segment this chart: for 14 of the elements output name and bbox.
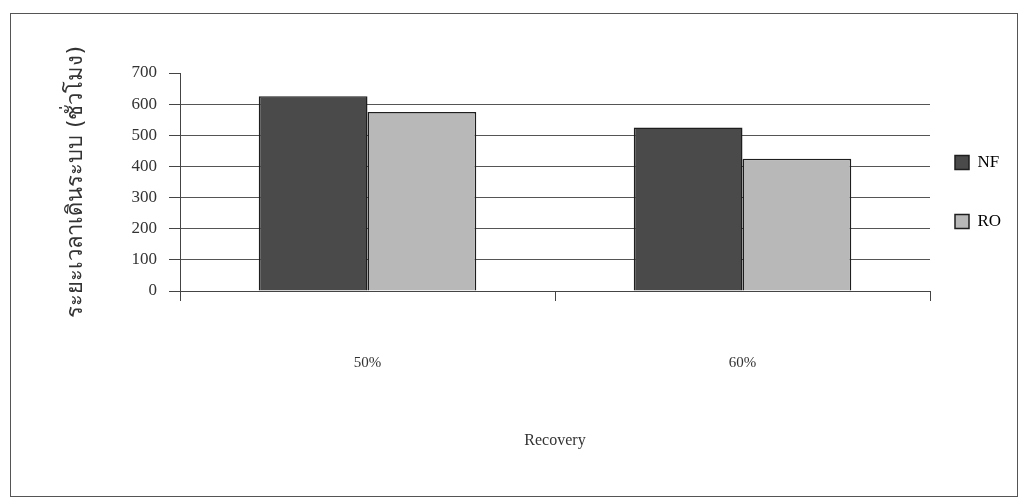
- legend-label: RO: [977, 210, 1002, 230]
- y-tick-label: 400: [131, 155, 157, 175]
- y-tick-label: 200: [131, 218, 157, 238]
- x-tick-label: 50%: [353, 353, 382, 370]
- y-tick-label: 500: [131, 124, 157, 144]
- y-tick-label: 600: [131, 93, 157, 113]
- y-tick-label: 0: [148, 280, 157, 300]
- y-tick-label: 700: [131, 62, 157, 82]
- x-axis-title: Recovery: [524, 430, 586, 449]
- legend-label: NF: [977, 151, 1000, 171]
- y-tick-label: 300: [131, 187, 157, 207]
- x-tick-label: 60%: [728, 353, 757, 370]
- y-axis-title: ระยะเวลาเดินระบบ (ชั่วโมง): [58, 45, 87, 319]
- y-tick-label: 100: [131, 249, 157, 269]
